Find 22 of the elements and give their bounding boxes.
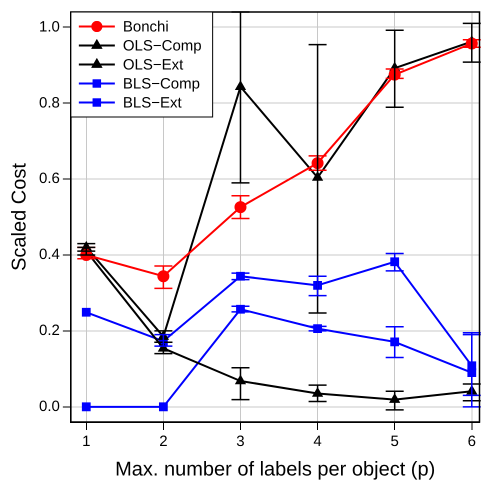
x-tick-label: 5 bbox=[390, 433, 399, 450]
x-tick-label: 3 bbox=[236, 433, 245, 450]
legend-label: OLS−Ext bbox=[122, 56, 184, 74]
y-tick-label: 0.2 bbox=[38, 322, 60, 340]
legend-label: BLS−Comp bbox=[122, 76, 200, 93]
x-tick-label: 1 bbox=[82, 433, 90, 450]
x-tick-label: 4 bbox=[313, 433, 322, 450]
point bbox=[82, 308, 91, 317]
legend-label: BLS−Ext bbox=[122, 94, 182, 112]
y-tick-label: 0.8 bbox=[38, 94, 60, 112]
x-axis-title: Max. number of labels per object (p) bbox=[115, 458, 436, 481]
point bbox=[158, 402, 168, 412]
y-tick-label: 0.6 bbox=[38, 170, 60, 188]
legend-label: Bonchi bbox=[122, 18, 169, 36]
y-tick-label: 0.0 bbox=[38, 398, 60, 415]
y-tick-label: 0.4 bbox=[38, 246, 60, 264]
x-tick-label: 6 bbox=[468, 433, 476, 450]
x-tick-label: 2 bbox=[159, 433, 168, 450]
y-axis-title: Scaled Cost bbox=[8, 162, 31, 271]
point bbox=[82, 402, 91, 412]
y-tick-label: 1.0 bbox=[38, 18, 60, 36]
legend-label: OLS−Comp bbox=[122, 38, 202, 55]
